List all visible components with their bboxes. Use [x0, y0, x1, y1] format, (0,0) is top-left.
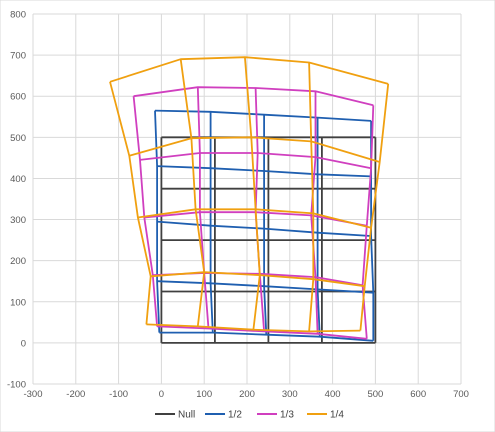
x-tick-label: 400	[325, 389, 341, 400]
tick-labels: -300 -200 -100 0 100 200 300 400 500 600 700 -100 0 1…	[7, 10, 469, 401]
y-tick-label: 800	[10, 10, 26, 21]
x-tick-label: 500	[367, 389, 383, 400]
legend-label: 1/2	[228, 410, 242, 421]
series-line	[196, 87, 210, 329]
series-layer	[109, 56, 390, 344]
y-tick-label: 500	[10, 133, 26, 144]
legend-item: Null	[155, 410, 195, 421]
series-line	[132, 96, 158, 327]
x-tick-label: 700	[453, 389, 469, 400]
x-tick-label: -100	[109, 389, 128, 400]
y-tick-label: 600	[10, 92, 26, 103]
legend-label: Null	[178, 410, 195, 421]
x-tick-label: 0	[159, 389, 164, 400]
x-tick-label: 300	[282, 389, 298, 400]
y-tick-label: 100	[10, 297, 26, 308]
gridlines	[32, 13, 462, 385]
x-tick-label: 100	[196, 389, 212, 400]
series-4	[109, 56, 390, 333]
legend-item: 1/4	[307, 410, 344, 421]
x-tick-label: 600	[410, 389, 426, 400]
series-line	[209, 111, 214, 333]
legend-item: 1/2	[205, 410, 242, 421]
x-tick-label: -300	[23, 389, 42, 400]
x-tick-label: 200	[239, 389, 255, 400]
y-tick-label: 400	[10, 174, 26, 185]
series-line	[316, 117, 321, 337]
y-tick-label: 700	[10, 51, 26, 62]
series-line	[263, 114, 268, 335]
y-tick-label: 300	[10, 215, 26, 226]
series-line	[310, 91, 319, 334]
legend-label: 1/3	[280, 410, 294, 421]
x-tick-label: -200	[66, 389, 85, 400]
series-line	[359, 83, 390, 331]
legend-label: 1/4	[330, 410, 344, 421]
legend: Null 1/2 1/3 1/4	[155, 410, 344, 421]
series-line	[109, 81, 152, 325]
legend-item: 1/3	[257, 410, 294, 421]
series-line	[308, 62, 315, 332]
series-line	[179, 59, 206, 327]
y-tick-label: 0	[21, 338, 26, 349]
y-tick-label: -100	[7, 380, 26, 391]
y-tick-label: 200	[10, 256, 26, 267]
series-line	[361, 105, 375, 339]
series-1	[160, 136, 377, 344]
series-line	[244, 57, 261, 330]
